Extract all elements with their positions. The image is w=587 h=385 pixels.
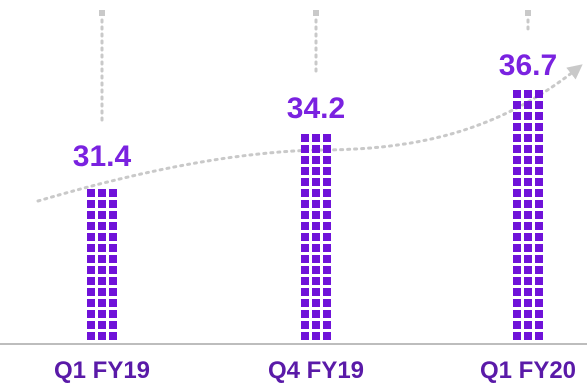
category-label-q4-fy19: Q4 FY19 bbox=[268, 357, 364, 384]
category-label-q1-fy20: Q1 FY20 bbox=[480, 357, 576, 384]
bar-q1-fy19 bbox=[87, 189, 117, 340]
guide-cap-q4-fy19 bbox=[313, 10, 319, 16]
bar-q4-fy19 bbox=[301, 134, 331, 340]
trend-line bbox=[36, 64, 583, 203]
value-label-q1-fy20: 36.7 bbox=[499, 49, 557, 82]
category-label-q1-fy19: Q1 FY19 bbox=[54, 357, 150, 384]
value-label-q4-fy19: 34.2 bbox=[287, 92, 345, 125]
guide-cap-q1-fy20 bbox=[525, 10, 531, 16]
bars bbox=[87, 90, 543, 340]
value-label-q1-fy19: 31.4 bbox=[73, 140, 132, 173]
guide-cap-q1-fy19 bbox=[99, 10, 105, 16]
bar-q1-fy20 bbox=[513, 90, 543, 340]
guide-lines bbox=[99, 10, 531, 122]
